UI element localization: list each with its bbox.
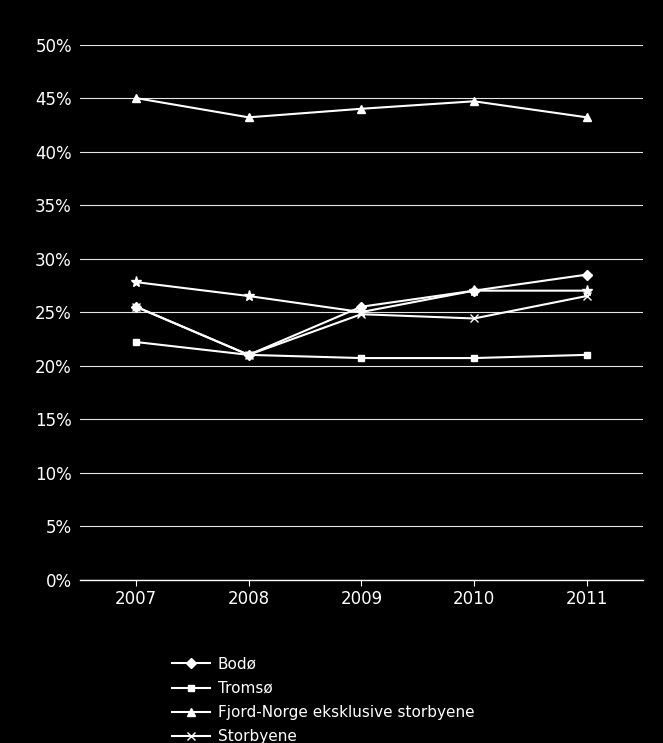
Line: Bodø: Bodø [133, 271, 590, 358]
Resten av Norge [245, 291, 253, 300]
Fjord-Norge eksklusive storbyene [245, 113, 253, 122]
Line: Storbyene: Storbyene [132, 292, 591, 359]
Storbyene [583, 291, 591, 300]
Line: Tromsø: Tromsø [133, 339, 590, 362]
Bodø [583, 270, 591, 279]
Tromsø [132, 337, 140, 346]
Tromsø [245, 351, 253, 360]
Tromsø [470, 354, 478, 363]
Bodø [357, 302, 365, 311]
Storbyene [470, 314, 478, 323]
Legend: Bodø, Tromsø, Fjord-Norge eksklusive storbyene, Storbyene, Resten av Norge: Bodø, Tromsø, Fjord-Norge eksklusive sto… [172, 657, 474, 743]
Fjord-Norge eksklusive storbyene [583, 113, 591, 122]
Resten av Norge [470, 286, 478, 295]
Fjord-Norge eksklusive storbyene [470, 97, 478, 106]
Bodø [470, 286, 478, 295]
Storbyene [357, 310, 365, 319]
Resten av Norge [132, 278, 140, 287]
Fjord-Norge eksklusive storbyene [132, 94, 140, 103]
Line: Fjord-Norge eksklusive storbyene: Fjord-Norge eksklusive storbyene [132, 94, 591, 122]
Tromsø [583, 351, 591, 360]
Storbyene [132, 302, 140, 311]
Resten av Norge [357, 308, 365, 317]
Line: Resten av Norge: Resten av Norge [131, 276, 592, 317]
Bodø [245, 351, 253, 360]
Storbyene [245, 351, 253, 360]
Fjord-Norge eksklusive storbyene [357, 104, 365, 113]
Tromsø [357, 354, 365, 363]
Bodø [132, 302, 140, 311]
Resten av Norge [583, 286, 591, 295]
